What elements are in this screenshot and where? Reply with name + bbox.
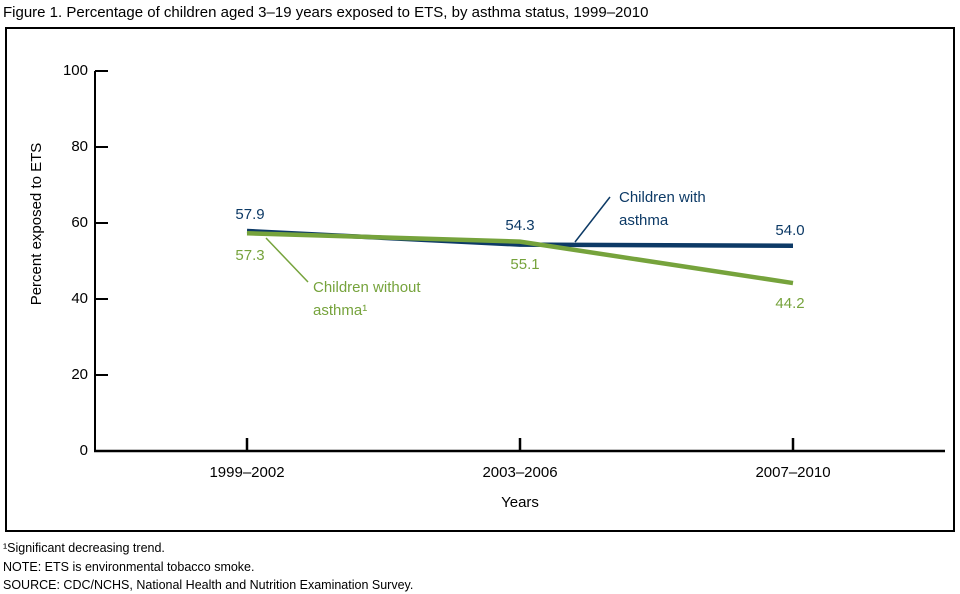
data-label-without-asthma-2007: 44.2 <box>775 295 805 312</box>
chart-border-box <box>5 27 955 532</box>
footnote-source: SOURCE: CDC/NCHS, National Health and Nu… <box>3 578 414 592</box>
x-tick-label-2003-2006: 2003–2006 <box>482 464 558 481</box>
data-label-with-asthma-2003: 54.3 <box>505 217 535 234</box>
series-label-without-asthma: Children without asthma¹ <box>313 277 421 322</box>
y-tick-label-80: 80 <box>71 138 88 155</box>
footnote-significant-trend: ¹Significant decreasing trend. <box>3 541 165 555</box>
series-label-without-asthma-line2: asthma¹ <box>313 301 368 319</box>
series-label-with-asthma-line2: asthma <box>619 211 669 229</box>
series-label-without-asthma-line1: Children without <box>313 279 421 296</box>
data-label-with-asthma-2007: 54.0 <box>775 222 805 239</box>
x-tick-label-1999-2002: 1999–2002 <box>209 464 285 481</box>
figure-title: Figure 1. Percentage of children aged 3–… <box>3 4 649 21</box>
x-axis-title: Years <box>501 494 539 511</box>
y-tick-label-20: 20 <box>71 366 88 383</box>
leader-line-without-asthma <box>265 237 309 283</box>
x-tick-label-2007-2010: 2007–2010 <box>755 464 831 481</box>
leader-line-with-asthma <box>574 196 611 243</box>
data-label-with-asthma-1999: 57.9 <box>235 206 265 223</box>
y-tick-label-0: 0 <box>79 442 88 459</box>
series-label-with-asthma-line1: Children with <box>619 189 706 206</box>
data-label-without-asthma-2003: 55.1 <box>510 256 540 273</box>
y-tick-label-60: 60 <box>71 214 88 231</box>
footnotes: ¹Significant decreasing trend. NOTE: ETS… <box>3 539 413 594</box>
series-line-without-asthma <box>246 231 794 286</box>
y-tick-label-100: 100 <box>62 62 88 79</box>
footnote-note: NOTE: ETS is environmental tobacco smoke… <box>3 559 255 574</box>
series-label-with-asthma: Children with asthma <box>619 187 706 232</box>
data-label-without-asthma-1999: 57.3 <box>235 247 265 264</box>
y-tick-label-40: 40 <box>71 290 88 307</box>
